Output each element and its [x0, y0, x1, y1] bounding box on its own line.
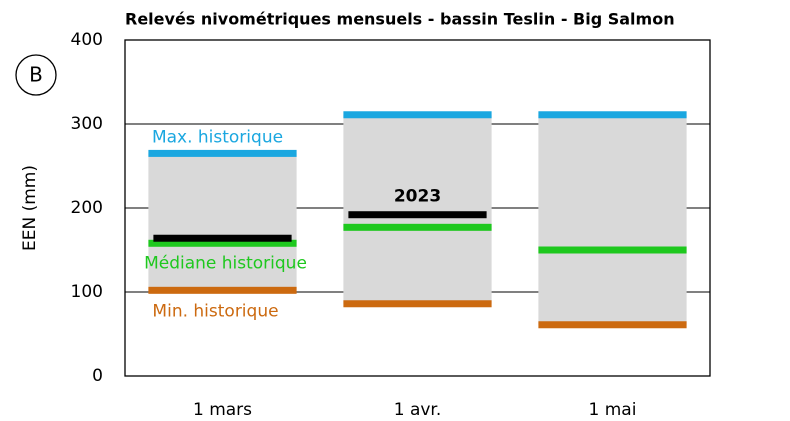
y-tick-label: 100: [71, 282, 103, 302]
level-line: [148, 149, 297, 157]
y-tick-label: 0: [92, 366, 103, 386]
level-line: [153, 234, 292, 242]
series-label: Médiane historique: [144, 253, 307, 273]
range-box: [343, 114, 492, 304]
level-line: [343, 223, 492, 231]
level-line: [538, 246, 687, 254]
level-line: [343, 300, 492, 308]
y-tick-label: 400: [71, 30, 103, 50]
level-line: [538, 321, 687, 329]
x-tick-label: 1 avr.: [394, 400, 442, 420]
range-box: [538, 114, 687, 325]
series-label: Max. historique: [152, 127, 283, 147]
x-tick-label: 1 mars: [193, 400, 252, 420]
x-tick-label: 1 mai: [589, 400, 637, 420]
panel-circle: [15, 54, 57, 96]
level-line: [148, 286, 297, 294]
range-box: [148, 153, 297, 291]
level-line: [348, 211, 487, 219]
panel-label: B: [29, 63, 43, 87]
series-label: Min. historique: [152, 301, 278, 321]
level-line: [343, 111, 492, 119]
y-axis-label: EEN (mm): [20, 165, 40, 251]
y-tick-label: 200: [71, 198, 103, 218]
level-line: [538, 111, 687, 119]
series-label: 2023: [394, 187, 441, 207]
chart-title: Relevés nivométriques mensuels - bassin …: [125, 10, 675, 29]
plot-frame: [124, 39, 711, 377]
level-line: [148, 239, 297, 247]
y-tick-label: 300: [71, 114, 103, 134]
